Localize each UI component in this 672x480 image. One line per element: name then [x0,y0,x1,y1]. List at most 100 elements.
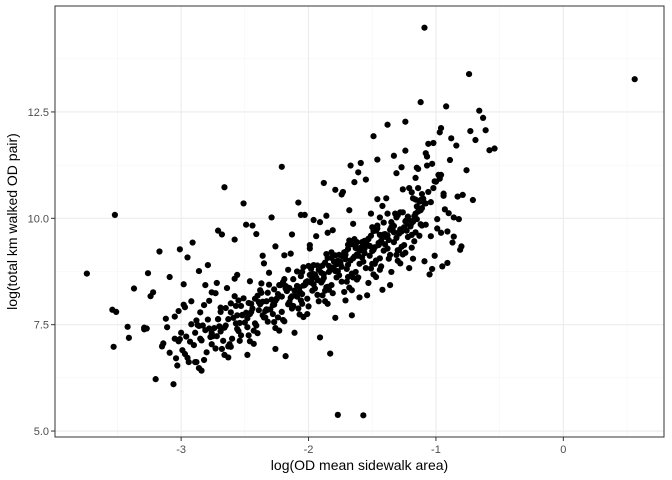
data-point [278,308,285,316]
data-point [130,285,138,292]
data-point [366,242,373,250]
data-point [328,249,335,256]
data-point [397,260,404,267]
data-point [305,303,312,310]
data-point [202,282,209,289]
data-point [376,214,383,221]
data-point [235,297,242,304]
data-point [404,213,412,220]
data-point [258,280,265,287]
data-point [329,227,336,234]
data-point [227,309,234,316]
panel-border [54,5,665,438]
data-point [264,318,271,325]
data-point [399,251,406,258]
data-point [176,336,183,343]
data-point [193,317,200,324]
data-point [426,271,433,278]
data-point [220,337,227,344]
data-point [323,250,330,258]
data-point [281,276,288,283]
y-tick-label: 7.5 [34,320,49,332]
data-point [300,264,307,271]
data-point [374,222,381,229]
data-point [324,229,331,236]
data-point [364,237,371,244]
data-point [380,219,387,226]
data-point [311,272,319,279]
data-point [225,316,232,323]
data-point [188,298,195,305]
data-point [342,297,349,304]
data-point [234,325,241,333]
data-point [390,152,397,159]
data-point [371,260,378,267]
data-point [193,359,200,366]
x-tick-label: -3 [176,444,186,456]
data-point [141,326,148,333]
data-point [393,234,400,241]
data-point [286,299,293,306]
data-point [158,343,166,350]
data-point [185,359,192,366]
data-point [352,244,359,252]
data-point [412,210,419,217]
data-point [288,231,296,238]
data-point [344,261,352,268]
data-point [290,302,297,310]
data-point [194,322,201,329]
data-point [209,333,217,340]
data-point [440,192,447,199]
data-point [449,239,456,246]
data-point [402,118,409,125]
data-point [200,302,208,309]
data-point [198,367,205,374]
data-point [244,324,251,331]
data-point [320,274,327,281]
data-point [334,411,341,418]
data-point [444,259,451,267]
data-point [458,243,465,250]
data-point [255,307,262,314]
data-point [339,188,347,196]
data-point [415,185,422,192]
y-tick-label: 5.0 [34,426,49,438]
data-point [268,214,275,221]
data-point [306,242,313,249]
data-point [195,267,203,275]
data-point [178,329,185,336]
data-point [413,216,420,223]
data-point [357,159,364,167]
data-point [253,322,260,329]
data-point [243,221,250,228]
data-point [372,273,380,281]
data-point [216,323,223,330]
data-point [246,278,254,285]
data-point [217,308,224,316]
data-point [376,231,383,239]
data-point [430,139,437,147]
data-point [420,195,427,202]
data-point [269,310,276,318]
data-point [166,349,173,356]
data-point [337,259,344,266]
data-point [388,268,395,276]
y-axis-title: log(total km walked OD pair) [4,133,20,310]
data-point [227,343,234,350]
major-gridlines [55,6,664,437]
data-point [297,297,304,304]
data-point [436,129,443,136]
data-point [260,260,268,267]
data-point [318,269,325,276]
data-point [218,231,226,238]
data-point [323,212,330,219]
data-point [324,283,331,290]
data-point [384,210,391,217]
data-point [170,381,177,388]
data-point [324,300,331,307]
data-point [144,270,152,277]
data-point [422,200,429,207]
data-point [111,211,118,219]
data-point [455,216,462,223]
